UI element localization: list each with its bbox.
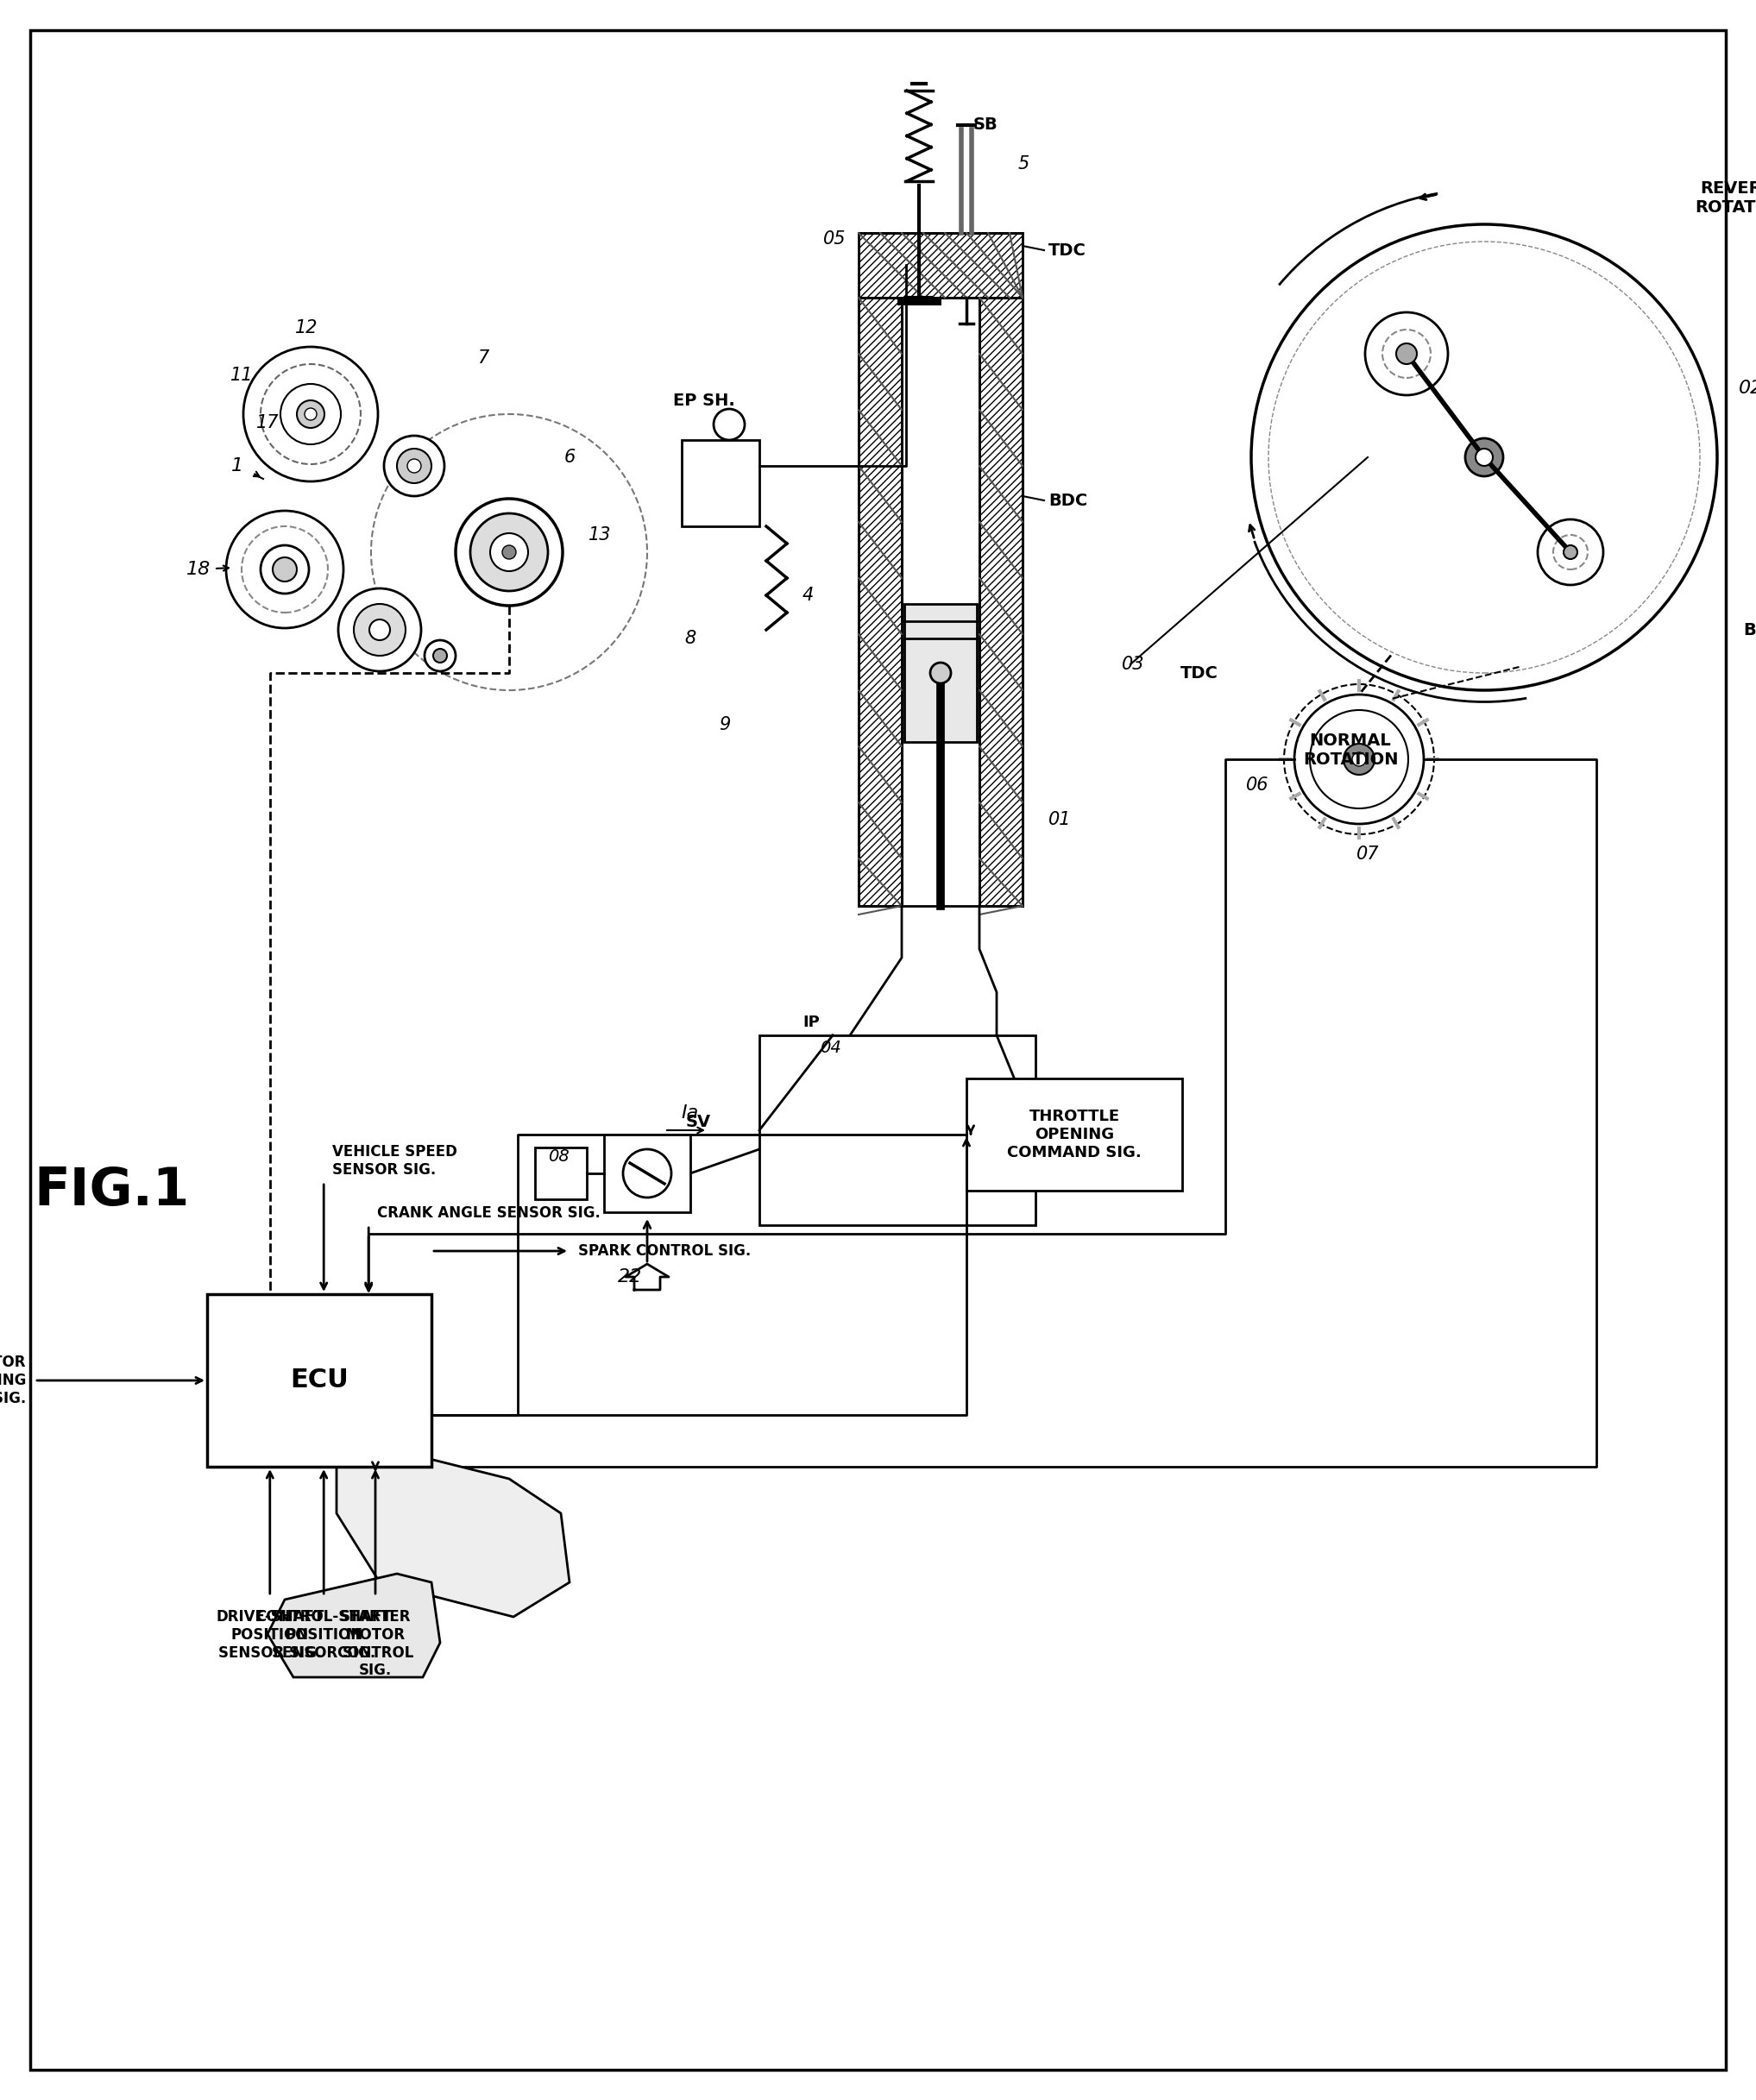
- Text: 1: 1: [232, 458, 244, 475]
- Bar: [980, 298, 1022, 905]
- Text: 12: 12: [295, 319, 318, 336]
- Circle shape: [490, 533, 529, 571]
- Circle shape: [1310, 710, 1408, 808]
- Text: BDC: BDC: [1048, 491, 1087, 508]
- Text: THROTTLE
OPENING
COMMAND SIG.: THROTTLE OPENING COMMAND SIG.: [1008, 1109, 1141, 1161]
- Circle shape: [297, 401, 325, 428]
- Circle shape: [385, 435, 444, 496]
- Circle shape: [425, 640, 455, 672]
- Text: 4: 4: [802, 586, 815, 605]
- Text: TDC: TDC: [1048, 242, 1087, 258]
- Text: 01: 01: [1048, 811, 1071, 827]
- Text: BDC: BDC: [1744, 622, 1756, 638]
- Circle shape: [397, 449, 432, 483]
- Bar: [759, 1035, 1036, 1224]
- Circle shape: [1352, 752, 1366, 766]
- Text: FIG.1: FIG.1: [35, 1166, 190, 1216]
- Circle shape: [1554, 536, 1587, 569]
- Text: ECU: ECU: [290, 1367, 348, 1392]
- Text: CRANK ANGLE SENSOR SIG.: CRANK ANGLE SENSOR SIG.: [378, 1205, 601, 1220]
- Circle shape: [272, 556, 297, 582]
- Polygon shape: [625, 1264, 669, 1289]
- Bar: [859, 233, 1022, 298]
- Circle shape: [227, 510, 344, 628]
- Text: 7: 7: [478, 349, 488, 368]
- Text: SB: SB: [973, 118, 997, 132]
- Circle shape: [339, 588, 421, 672]
- Text: STARTER
MOTOR
CONTROL
SIG.: STARTER MOTOR CONTROL SIG.: [337, 1609, 414, 1678]
- Polygon shape: [267, 1573, 441, 1678]
- Circle shape: [1343, 743, 1375, 775]
- Circle shape: [1364, 313, 1449, 395]
- Circle shape: [931, 664, 952, 683]
- Circle shape: [260, 363, 360, 464]
- Text: 06: 06: [1245, 777, 1268, 794]
- Text: REVERSE
ROTATION: REVERSE ROTATION: [1695, 181, 1756, 216]
- Text: TDC: TDC: [1180, 666, 1219, 680]
- Circle shape: [1382, 330, 1431, 378]
- Text: DRIVE-SHAFT
POSITION
SENSOR SIG.: DRIVE-SHAFT POSITION SENSOR SIG.: [216, 1609, 323, 1661]
- Text: NORMAL
ROTATION: NORMAL ROTATION: [1303, 733, 1398, 769]
- Text: SV: SV: [687, 1113, 711, 1130]
- Circle shape: [713, 410, 745, 441]
- Text: CONTROL-SHAFT
POSITION
SENSOR SIG.: CONTROL-SHAFT POSITION SENSOR SIG.: [256, 1609, 392, 1661]
- Circle shape: [369, 620, 390, 640]
- Circle shape: [244, 346, 378, 481]
- Circle shape: [1294, 695, 1424, 823]
- Circle shape: [1268, 242, 1700, 672]
- Text: 03: 03: [1122, 655, 1145, 672]
- Bar: [681, 441, 759, 527]
- Text: SPARK CONTROL SIG.: SPARK CONTROL SIG.: [578, 1243, 752, 1258]
- Text: 9: 9: [720, 716, 730, 733]
- Circle shape: [502, 546, 516, 559]
- Text: 05: 05: [824, 231, 846, 248]
- Text: 22: 22: [618, 1268, 643, 1285]
- Text: 18: 18: [186, 561, 211, 578]
- Text: 08: 08: [548, 1149, 569, 1163]
- Circle shape: [434, 649, 448, 664]
- Text: 04: 04: [820, 1040, 841, 1056]
- Circle shape: [623, 1149, 671, 1197]
- Circle shape: [1252, 225, 1717, 691]
- Circle shape: [242, 527, 328, 613]
- Bar: [207, 1294, 432, 1466]
- Text: ACCELERATOR
OPENING
SENSOR SIG.: ACCELERATOR OPENING SENSOR SIG.: [0, 1354, 26, 1407]
- Circle shape: [1563, 546, 1577, 559]
- Circle shape: [471, 512, 548, 590]
- Bar: [859, 298, 903, 905]
- Circle shape: [304, 407, 316, 420]
- Circle shape: [1465, 439, 1503, 477]
- Circle shape: [281, 384, 341, 445]
- Circle shape: [1396, 344, 1417, 363]
- Text: 07: 07: [1356, 846, 1378, 863]
- Text: 5: 5: [1018, 155, 1029, 172]
- Circle shape: [1475, 449, 1493, 466]
- Text: VEHICLE SPEED
SENSOR SIG.: VEHICLE SPEED SENSOR SIG.: [332, 1145, 457, 1178]
- Text: 6: 6: [564, 449, 576, 466]
- Circle shape: [1538, 519, 1603, 586]
- Polygon shape: [337, 1445, 569, 1617]
- Text: Ia: Ia: [681, 1105, 699, 1121]
- Bar: [966, 1079, 1182, 1191]
- Circle shape: [353, 605, 406, 655]
- Text: 8: 8: [685, 630, 695, 647]
- Bar: [604, 1134, 690, 1212]
- Bar: [904, 605, 976, 741]
- Text: 02: 02: [1738, 380, 1756, 397]
- Circle shape: [455, 498, 562, 605]
- Circle shape: [260, 546, 309, 594]
- Text: 13: 13: [588, 527, 611, 544]
- Text: 11: 11: [230, 368, 253, 384]
- Text: IP: IP: [802, 1014, 820, 1031]
- Bar: [536, 1147, 587, 1199]
- Circle shape: [407, 460, 421, 473]
- Text: EP SH.: EP SH.: [673, 393, 736, 410]
- Text: 17: 17: [256, 414, 279, 430]
